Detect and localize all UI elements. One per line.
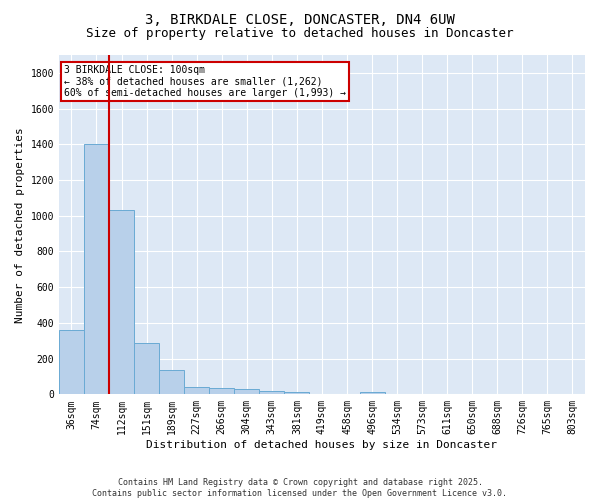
- Bar: [59, 330, 84, 394]
- Bar: [359, 392, 385, 394]
- Bar: [234, 390, 259, 394]
- Bar: [134, 342, 159, 394]
- Text: 3, BIRKDALE CLOSE, DONCASTER, DN4 6UW: 3, BIRKDALE CLOSE, DONCASTER, DN4 6UW: [145, 12, 455, 26]
- Bar: [259, 392, 284, 394]
- Text: 3 BIRKDALE CLOSE: 100sqm
← 38% of detached houses are smaller (1,262)
60% of sem: 3 BIRKDALE CLOSE: 100sqm ← 38% of detach…: [64, 65, 346, 98]
- Bar: [109, 210, 134, 394]
- X-axis label: Distribution of detached houses by size in Doncaster: Distribution of detached houses by size …: [146, 440, 497, 450]
- Bar: [184, 387, 209, 394]
- Bar: [209, 388, 234, 394]
- Bar: [159, 370, 184, 394]
- Text: Size of property relative to detached houses in Doncaster: Size of property relative to detached ho…: [86, 28, 514, 40]
- Y-axis label: Number of detached properties: Number of detached properties: [15, 127, 25, 322]
- Bar: [284, 392, 310, 394]
- Bar: [84, 144, 109, 394]
- Text: Contains HM Land Registry data © Crown copyright and database right 2025.
Contai: Contains HM Land Registry data © Crown c…: [92, 478, 508, 498]
